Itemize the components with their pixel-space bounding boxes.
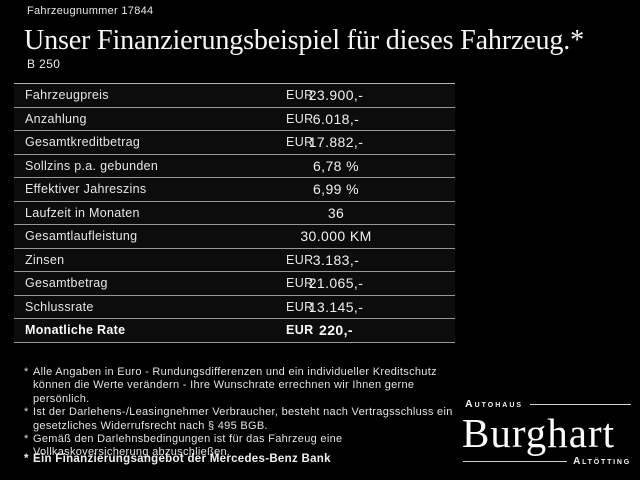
model-name: B 250 <box>27 57 61 71</box>
logo-city-text: Altötting <box>573 456 631 467</box>
table-row: Fahrzeugpreis EUR 23.900,- <box>14 84 455 108</box>
finance-table: Fahrzeugpreis EUR 23.900,- Anzahlung EUR… <box>14 83 455 343</box>
row-currency: EUR <box>286 323 314 337</box>
row-value: 13.145,- <box>308 298 364 315</box>
footnote-item: * Gemäß den Darlehnsbedingungen ist für … <box>24 433 464 460</box>
row-currency: EUR <box>286 88 314 102</box>
table-row: Monatliche Rate EUR 220,- <box>14 319 455 343</box>
row-label: Sollzins p.a. gebunden <box>25 158 159 173</box>
footnote-text: Gemäß den Darlehnsbedingungen ist für da… <box>33 433 343 459</box>
row-label: Anzahlung <box>25 111 87 126</box>
row-label: Effektiver Jahreszins <box>25 182 147 196</box>
row-label: Schlussrate <box>25 299 94 314</box>
table-row: Sollzins p.a. gebunden 6,78 % <box>14 155 455 178</box>
footnote-item: * Alle Angaben in Euro - Rundungsdiffere… <box>24 366 464 406</box>
row-value: 23.900,- <box>308 87 364 103</box>
row-value: 3.183,- <box>312 251 360 268</box>
row-label: Monatliche Rate <box>25 323 126 337</box>
footnote-marker: * <box>24 453 29 465</box>
logo-bottom-rule <box>463 461 568 462</box>
row-label: Gesamtkreditbetrag <box>25 135 141 149</box>
row-label: Zinsen <box>25 252 65 267</box>
row-value: 220,- <box>319 322 353 338</box>
bank-note: * Ein Finanzierungsangebot der Mercedes-… <box>24 453 331 465</box>
row-label: Fahrzeugpreis <box>25 88 109 102</box>
dealer-logo: Autohaus Burghart Altötting <box>460 395 634 475</box>
table-row: Schlussrate EUR 13.145,- <box>14 296 455 319</box>
row-value: 6.018,- <box>312 110 360 127</box>
row-value: 36 <box>327 204 345 221</box>
footnote-marker: * <box>24 406 29 419</box>
logo-dealer-name: Burghart <box>462 410 616 456</box>
table-row: Gesamtkreditbetrag EUR 17.882,- <box>14 131 455 155</box>
logo-autohaus-text: Autohaus <box>465 398 524 410</box>
vehicle-number: Fahrzeugnummer 17844 <box>27 5 154 17</box>
table-row: Gesamtbetrag EUR 21.065,- <box>14 272 455 296</box>
row-value: 6,78 % <box>313 157 359 174</box>
table-row: Gesamtlaufleistung 30.000 KM <box>14 225 455 249</box>
row-currency: EUR <box>286 111 314 126</box>
row-currency: EUR <box>286 276 314 290</box>
row-label: Laufzeit in Monaten <box>25 205 140 220</box>
logo-bottom-row: Altötting <box>463 456 631 467</box>
row-value: 30.000 KM <box>300 228 372 244</box>
page-title: Unser Finanzierungsbeispiel für dieses F… <box>24 24 584 56</box>
table-row: Zinsen EUR 3.183,- <box>14 249 455 272</box>
table-row: Anzahlung EUR 6.018,- <box>14 108 455 131</box>
footnote-text: Ist der Darlehens-/Leasingnehmer Verbrau… <box>33 406 453 432</box>
table-row: Effektiver Jahreszins 6,99 % <box>14 178 455 202</box>
row-label: Gesamtlaufleistung <box>25 229 138 243</box>
footnote-text: Alle Angaben in Euro - Rundungsdifferenz… <box>33 366 437 405</box>
row-currency: EUR <box>286 299 314 314</box>
logo-top-rule <box>530 403 631 405</box>
footnote-item: * Ist der Darlehens-/Leasingnehmer Verbr… <box>24 406 464 433</box>
row-currency: EUR <box>286 252 314 267</box>
footnote-marker: * <box>24 433 29 446</box>
row-value: 6,99 % <box>313 181 359 197</box>
logo-top-row: Autohaus <box>465 398 631 410</box>
row-label: Gesamtbetrag <box>25 276 108 290</box>
bank-note-text: Ein Finanzierungsangebot der Mercedes-Be… <box>33 453 331 465</box>
footnote-marker: * <box>24 366 29 378</box>
footnotes: * Alle Angaben in Euro - Rundungsdiffere… <box>24 366 464 460</box>
row-currency: EUR <box>286 135 314 149</box>
row-value: 21.065,- <box>308 275 364 291</box>
row-value: 17.882,- <box>308 134 364 150</box>
table-row: Laufzeit in Monaten 36 <box>14 202 455 225</box>
